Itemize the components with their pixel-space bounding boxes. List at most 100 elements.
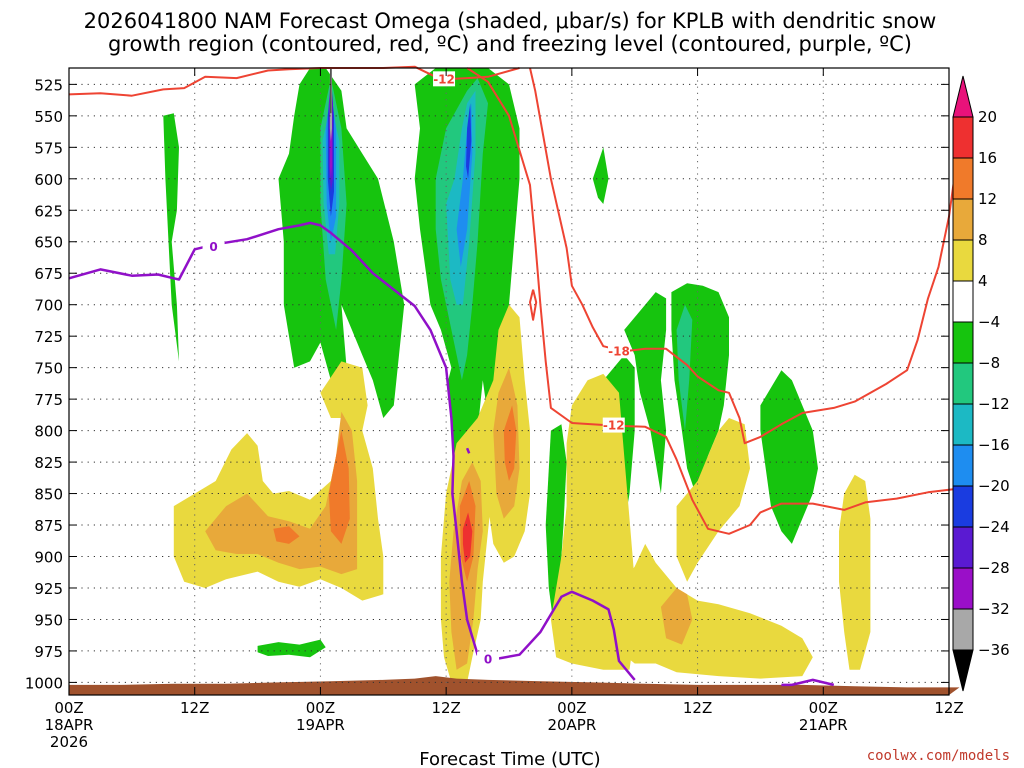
freezing-level-contour: 00 (68, 221, 835, 687)
freezing-level-0 (68, 221, 636, 681)
colorbar-bin-8 (952, 444, 974, 487)
colorbar-top-arrow (952, 75, 974, 118)
omega-cell-31 (205, 411, 358, 575)
omega-cell-36 (328, 430, 350, 544)
terrain-fill (69, 676, 960, 695)
colorbar-label-3: 8 (978, 231, 988, 249)
omega-cell-34 (660, 588, 693, 645)
omega-cell-29 (676, 418, 750, 582)
y-tick-label-775: 775 (34, 391, 63, 409)
omega-cell-9 (257, 639, 326, 658)
colorbar-bottom-arrow (952, 649, 974, 692)
plot-frame (68, 67, 950, 696)
isotherm-2 (529, 67, 961, 445)
colorbar-label-10: −24 (978, 518, 1010, 536)
x-tick-label-0: 00Z (54, 699, 83, 717)
omega-cell-3 (545, 424, 567, 620)
isotherm-label-upper: -12 (433, 72, 455, 86)
omega-cell-18 (466, 103, 472, 179)
isotherm-label-18: -18 (608, 344, 630, 358)
omega-cell-39 (462, 512, 473, 563)
terrain-surface (69, 676, 960, 695)
plot-area: -12-12-18 00 (68, 65, 961, 696)
x-tick-label-3: 12Z (431, 699, 460, 717)
isotherm-label-18-bg (608, 343, 630, 359)
omega-cell-38 (503, 405, 517, 481)
y-tick-label-550: 550 (34, 108, 63, 126)
dendritic-isotherms: -12 -12 -18 (68, 65, 961, 535)
y-tick-label-800: 800 (34, 423, 63, 441)
y-tick-label-975: 975 (34, 643, 63, 661)
colorbar-bin-9 (952, 485, 974, 528)
isotherm-label-lower-bg (602, 417, 625, 433)
freezing-level-2 (465, 447, 471, 454)
colorbar-bin-5 (952, 321, 974, 364)
colorbar-bin-12 (952, 608, 974, 651)
colorbar-bin-0 (952, 116, 974, 159)
colorbar-label-5: −4 (978, 313, 1000, 331)
omega-cell-22 (330, 68, 332, 114)
colorbar: 20 16 12 8 4 −4 −8 −12 −16 −20 −24 −28 −32 −36 (952, 75, 1010, 692)
colorbar-bin-2 (952, 198, 974, 241)
omega-cell-24 (320, 361, 368, 431)
colorbar-label-13: −36 (978, 641, 1010, 659)
y-tick-label-1000: 1000 (25, 674, 63, 692)
x-date-label-2: 19APR (296, 716, 345, 734)
colorbar-label-7: −12 (978, 395, 1010, 413)
colorbar-bin-7 (952, 403, 974, 446)
isotherm-label-lower: -12 (603, 419, 625, 433)
x-tick-label-7: 12Z (934, 699, 963, 717)
colorbar-bin-6 (952, 362, 974, 405)
colorbar-label-4: 4 (978, 272, 988, 290)
isotherm-label-upper-bg (433, 71, 456, 87)
isotherm-1 (466, 67, 960, 535)
freezing-label-left: 0 (209, 240, 217, 254)
y-tick-label-825: 825 (34, 454, 63, 472)
colorbar-label-0: 20 (978, 108, 997, 126)
x-year-label-0: 2026 (50, 733, 88, 751)
omega-cell-6 (624, 292, 667, 494)
y-tick-label-725: 725 (34, 328, 63, 346)
y-tick-label-650: 650 (34, 234, 63, 252)
x-tick-label-1: 12Z (180, 699, 209, 717)
x-date-label-6: 21APR (799, 716, 848, 734)
y-axis: 525 550 575 600 625 650 675 700 725 750 775 800 825 8… (25, 76, 949, 692)
colorbar-label-1: 16 (978, 149, 997, 167)
y-tick-label-950: 950 (34, 611, 63, 629)
colorbar-bin-10 (952, 526, 974, 569)
freezing-level-1 (781, 678, 835, 687)
y-tick-label-850: 850 (34, 486, 63, 504)
colorbar-bin-3 (952, 239, 974, 282)
y-tick-label-875: 875 (34, 517, 63, 535)
omega-cell-35 (273, 526, 300, 544)
chart-title: 2026041800 NAM Forecast Omega (shaded, μ… (84, 9, 937, 33)
colorbar-label-2: 12 (978, 190, 997, 208)
x-tick-label-6: 00Z (809, 699, 838, 717)
x-date-label-0: 18APR (45, 716, 94, 734)
y-tick-label-575: 575 (34, 139, 63, 157)
credit-text: coolwx.com/models (867, 748, 1010, 764)
colorbar-bin-4 (952, 280, 974, 323)
y-tick-label-675: 675 (34, 265, 63, 283)
x-tick-label-4: 00Z (557, 699, 586, 717)
omega-cell-4 (592, 147, 609, 204)
omega-cell-0 (163, 113, 179, 362)
y-tick-label-700: 700 (34, 297, 63, 315)
colorbar-label-11: −28 (978, 559, 1010, 577)
freezing-label-right: 0 (484, 653, 492, 667)
colorbar-label-9: −20 (978, 477, 1010, 495)
omega-cell-28 (613, 543, 813, 679)
y-tick-label-900: 900 (34, 549, 63, 567)
x-tick-label-5: 12Z (683, 699, 712, 717)
colorbar-label-6: −8 (978, 354, 1000, 372)
omega-shading (163, 68, 871, 683)
x-date-label-4: 20APR (547, 716, 596, 734)
colorbar-bin-11 (952, 567, 974, 610)
y-tick-label-525: 525 (34, 76, 63, 94)
x-tick-label-2: 00Z (306, 699, 335, 717)
chart-subtitle: growth region (contoured, red, ºC) and f… (108, 32, 912, 56)
isotherm-3 (529, 289, 538, 321)
y-tick-label-600: 600 (34, 171, 63, 189)
